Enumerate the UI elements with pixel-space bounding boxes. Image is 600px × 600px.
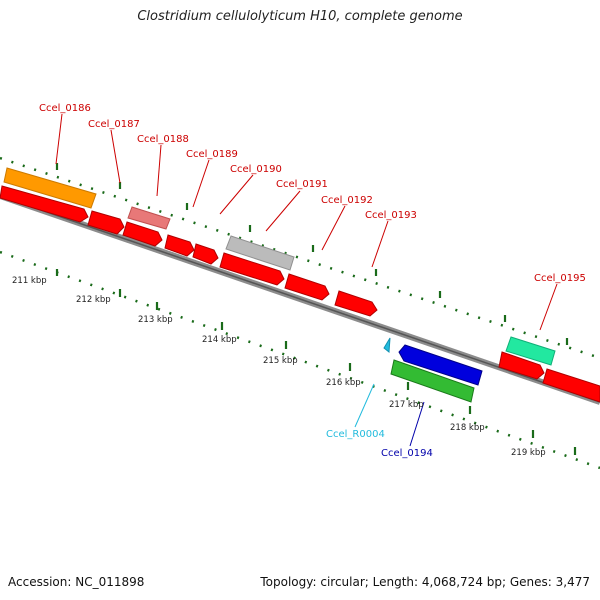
- cds-arrow[interactable]: [87, 210, 125, 235]
- scale-label: 214 kbp: [202, 335, 237, 345]
- gene-label[interactable]: Ccel_0191: [276, 179, 328, 190]
- feature-track: [0, 167, 600, 403]
- gene-label[interactable]: Ccel_0195: [534, 273, 586, 284]
- cds-arrow[interactable]: [334, 290, 378, 317]
- scale-label: 213 kbp: [138, 315, 173, 325]
- topology-text: Topology: circular; Length: 4,068,724 bp…: [260, 575, 590, 589]
- feature-ccel-0188-pink[interactable]: [127, 206, 171, 230]
- scale-label: 216 kbp: [326, 378, 361, 388]
- leader-ccel-0188: [156, 144, 162, 197]
- scale-label: 212 kbp: [76, 295, 111, 305]
- scale-label: 215 kbp: [263, 356, 298, 366]
- scale-label: 211 kbp: [12, 276, 47, 286]
- leader-ccel-0191: [265, 190, 301, 232]
- gene-label[interactable]: Ccel_0193: [365, 210, 417, 221]
- gene-label[interactable]: Ccel_0189: [186, 149, 238, 160]
- cds-arrow[interactable]: [498, 351, 545, 380]
- feature-green[interactable]: [390, 359, 475, 403]
- cds-arrow[interactable]: [542, 368, 600, 403]
- cds-arrow[interactable]: [122, 221, 163, 247]
- gene-label[interactable]: Ccel_R0004: [326, 429, 385, 440]
- leader-ccel-0187: [110, 129, 121, 184]
- scale-label: 219 kbp: [511, 448, 546, 458]
- cds-arrow[interactable]: [219, 252, 285, 286]
- cds-arrow[interactable]: [192, 243, 219, 265]
- feature-ccel-0190-gray[interactable]: [225, 235, 295, 271]
- scale-label: 218 kbp: [450, 423, 485, 433]
- gene-label[interactable]: Ccel_0194: [381, 448, 433, 459]
- feature-ccel-0186-orange[interactable]: [3, 167, 97, 209]
- leader-ccel-0194: [409, 401, 425, 447]
- accession-text: Accession: NC_011898: [8, 575, 145, 589]
- gene-label[interactable]: Ccel_0190: [230, 164, 282, 175]
- leader-ccel-0192: [321, 205, 346, 251]
- leader-ccel-0195: [539, 283, 558, 331]
- leader-ccel-0190: [219, 174, 254, 215]
- cds-arrow[interactable]: [0, 185, 89, 223]
- scale-label: 217 kbp: [389, 400, 424, 410]
- feature-ccel-0194-blue[interactable]: [398, 344, 483, 386]
- cds-arrow[interactable]: [164, 234, 195, 257]
- gene-label[interactable]: Ccel_0188: [137, 134, 189, 145]
- leader-ccel-0189: [192, 159, 210, 208]
- leader-ccel-0186: [55, 113, 63, 165]
- gene-label[interactable]: Ccel_0192: [321, 195, 373, 206]
- map-title: Clostridium cellulolyticum H10, complete…: [137, 9, 463, 24]
- major-ticks: [55, 163, 577, 455]
- feature-ccel-r0004-cyan[interactable]: [383, 337, 391, 353]
- cds-arrow[interactable]: [284, 273, 330, 301]
- leader-ccel-0193: [371, 220, 389, 268]
- feature-ccel-0195-teal[interactable]: [505, 336, 556, 366]
- gene-label[interactable]: Ccel_0187: [88, 119, 140, 130]
- leader-ccel-r0004: [354, 383, 375, 428]
- gene-label[interactable]: Ccel_0186: [39, 103, 91, 114]
- genome-backbone-core: [0, 195, 600, 403]
